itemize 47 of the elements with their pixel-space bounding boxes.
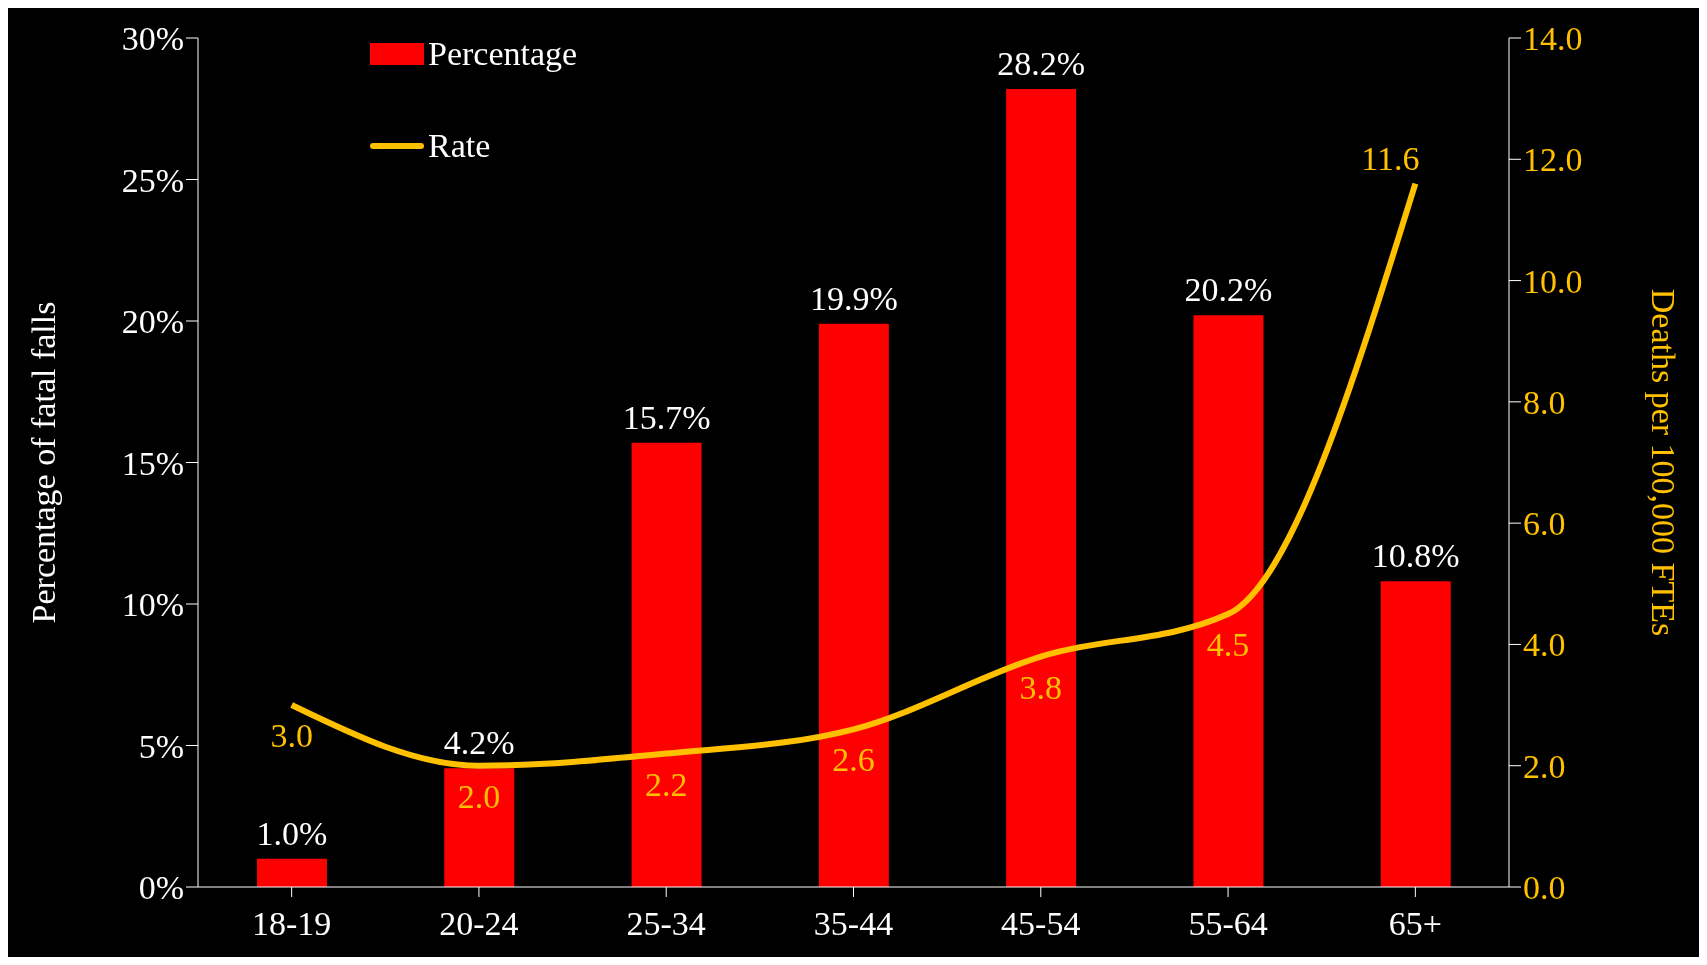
x-tick-label: 65+ bbox=[1388, 905, 1442, 943]
y2-tick-label: 8.0 bbox=[1523, 383, 1566, 421]
x-tick-label: 18-19 bbox=[251, 905, 332, 943]
y2-tick-label: 6.0 bbox=[1523, 505, 1566, 543]
data-label: 4.5 bbox=[1206, 626, 1250, 664]
x-tick-label: 45-54 bbox=[1001, 905, 1081, 943]
data-label: 15.7% bbox=[622, 398, 711, 436]
bar bbox=[1193, 315, 1264, 887]
y2-tick-label: 4.0 bbox=[1523, 626, 1566, 664]
bar bbox=[257, 858, 327, 887]
y-tick-label: 15% bbox=[121, 444, 184, 482]
data-label: 2.0 bbox=[457, 777, 501, 815]
x-tick-label: 20-24 bbox=[439, 905, 519, 943]
x-tick-label: 25-34 bbox=[626, 905, 706, 943]
data-label: 11.6 bbox=[1361, 139, 1420, 177]
y-tick-label: 5% bbox=[138, 727, 184, 765]
y-axis-title: Percentage of fatal falls bbox=[25, 301, 63, 624]
y-tick-label: 10% bbox=[121, 586, 184, 624]
y2-tick-label: 0.0 bbox=[1523, 869, 1566, 907]
data-label: 1.0% bbox=[256, 814, 328, 852]
legend-label: Rate bbox=[428, 126, 491, 166]
bar bbox=[631, 442, 702, 887]
data-label: 2.2 bbox=[644, 765, 688, 803]
y2-tick-label: 12.0 bbox=[1523, 141, 1583, 179]
y-tick-label: 0% bbox=[138, 869, 184, 907]
y-tick-label: 25% bbox=[121, 161, 184, 199]
data-label: 3.8 bbox=[1019, 668, 1063, 706]
data-label: 28.2% bbox=[997, 44, 1086, 82]
bar bbox=[1380, 581, 1451, 887]
data-label: 10.8% bbox=[1371, 537, 1460, 575]
y2-tick-label: 10.0 bbox=[1523, 262, 1583, 300]
bar bbox=[818, 323, 889, 887]
y-tick-label: 30% bbox=[121, 20, 184, 58]
data-label: 20.2% bbox=[1184, 271, 1273, 309]
bar bbox=[444, 768, 515, 887]
legend-label: Percentage bbox=[428, 34, 578, 74]
data-label: 3.0 bbox=[270, 717, 313, 755]
x-tick-label: 35-44 bbox=[813, 905, 894, 943]
data-label: 4.2% bbox=[443, 724, 515, 762]
bar bbox=[1006, 88, 1077, 887]
y2-axis-title: Deaths per 100,000 FTEs bbox=[1644, 288, 1682, 637]
data-label: 19.9% bbox=[809, 279, 898, 317]
y2-tick-label: 14.0 bbox=[1523, 20, 1583, 58]
x-tick-label: 55-64 bbox=[1188, 905, 1268, 943]
y2-tick-label: 2.0 bbox=[1523, 747, 1566, 785]
y-tick-label: 20% bbox=[121, 303, 184, 341]
data-label: 2.6 bbox=[832, 741, 875, 779]
